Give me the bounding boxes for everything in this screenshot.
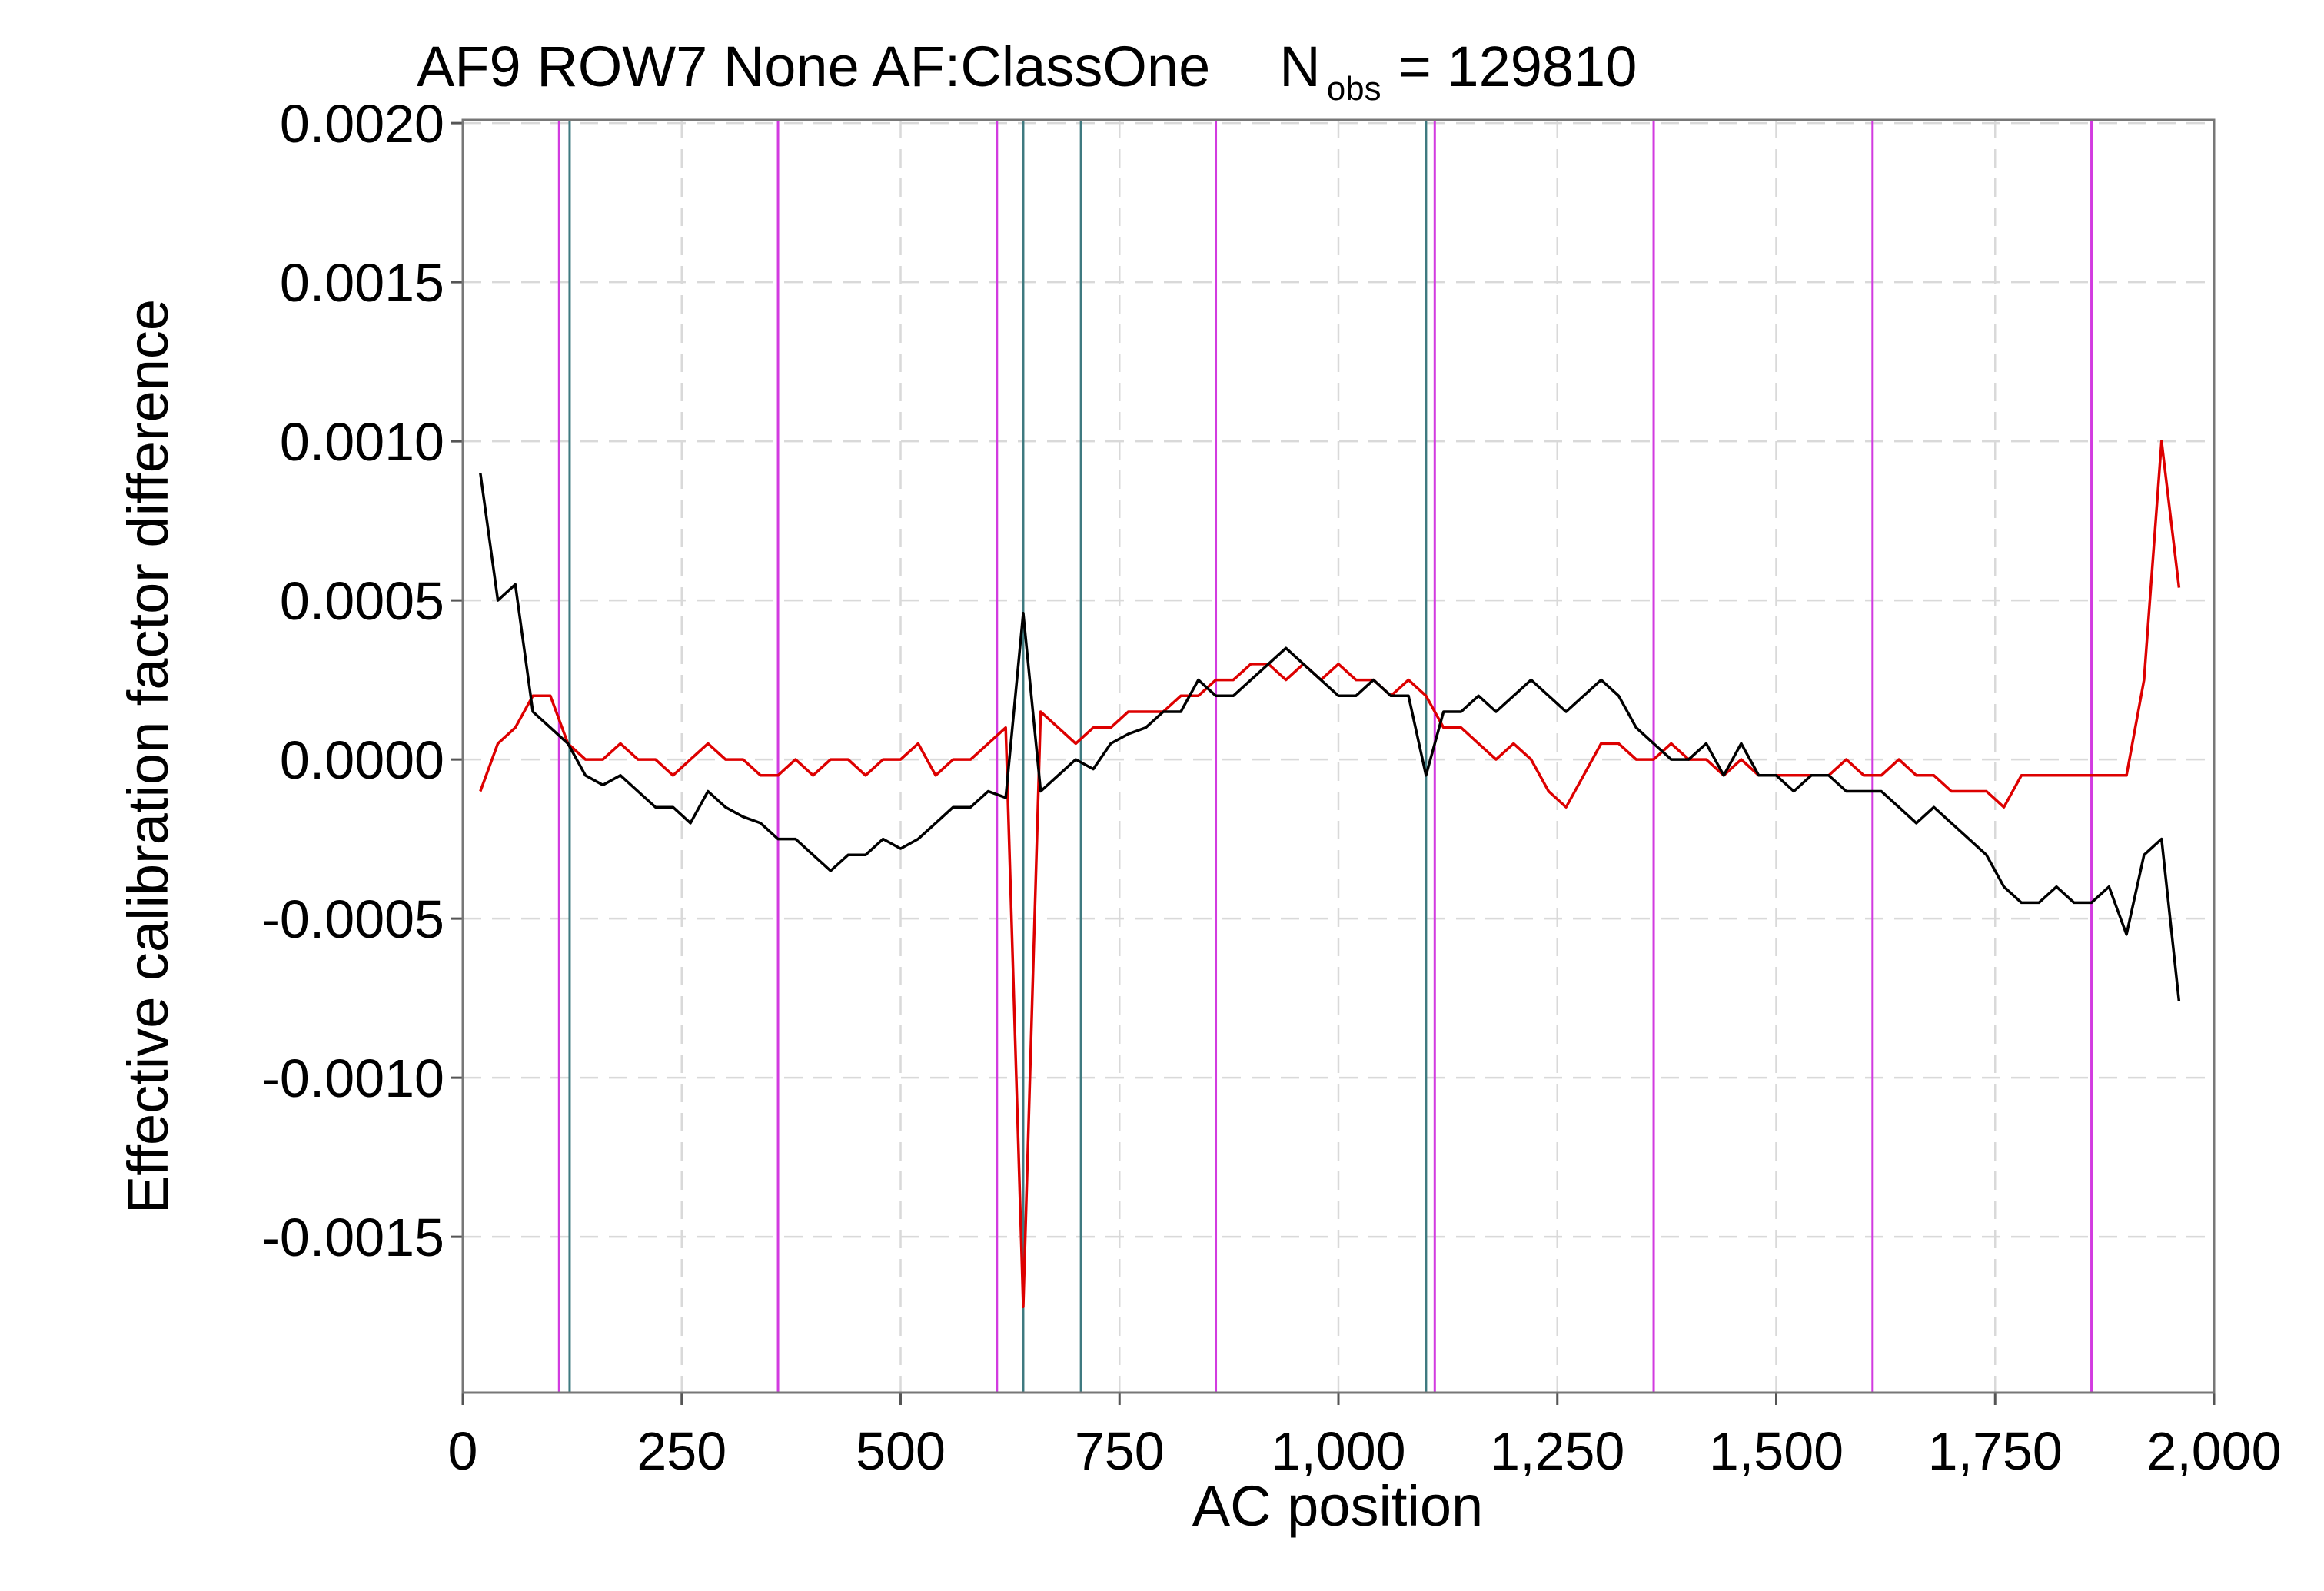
y-tick-label: 0.0005	[280, 571, 444, 631]
data-line	[479, 473, 2181, 1001]
title-suffix: = 129810	[1398, 35, 1637, 98]
title-subscript: obs	[1327, 70, 1381, 108]
title-text: AF9 ROW7 None AF:ClassOne	[417, 35, 1210, 98]
y-tick-label: 0.0010	[280, 412, 444, 472]
x-tick-label: 2,000	[2146, 1421, 2281, 1481]
data-line	[479, 440, 2181, 1308]
x-axis-label: AC position	[1192, 1474, 1483, 1538]
y-tick-label: 0.0020	[280, 94, 444, 154]
x-tick-label: 1,000	[1271, 1421, 1405, 1481]
x-tick-label: 500	[856, 1421, 946, 1481]
x-tick-label: 1,500	[1709, 1421, 1844, 1481]
x-tick-label: 1,250	[1490, 1421, 1624, 1481]
title-symbol: N	[1279, 35, 1320, 98]
x-tick-label: 0	[448, 1421, 478, 1481]
y-tick-label: -0.0005	[262, 889, 444, 949]
y-tick-label: 0.0015	[280, 253, 444, 313]
y-tick-label: -0.0010	[262, 1048, 444, 1108]
x-tick-label: 750	[1075, 1421, 1165, 1481]
y-tick-label: 0.0000	[280, 730, 444, 790]
y-axis-label: Effective calibration factor difference	[116, 299, 180, 1214]
y-tick-label: -0.0015	[262, 1207, 444, 1267]
x-tick-label: 250	[637, 1421, 726, 1481]
x-tick-label: 1,750	[1928, 1421, 2063, 1481]
plot-frame	[461, 118, 2216, 1394]
